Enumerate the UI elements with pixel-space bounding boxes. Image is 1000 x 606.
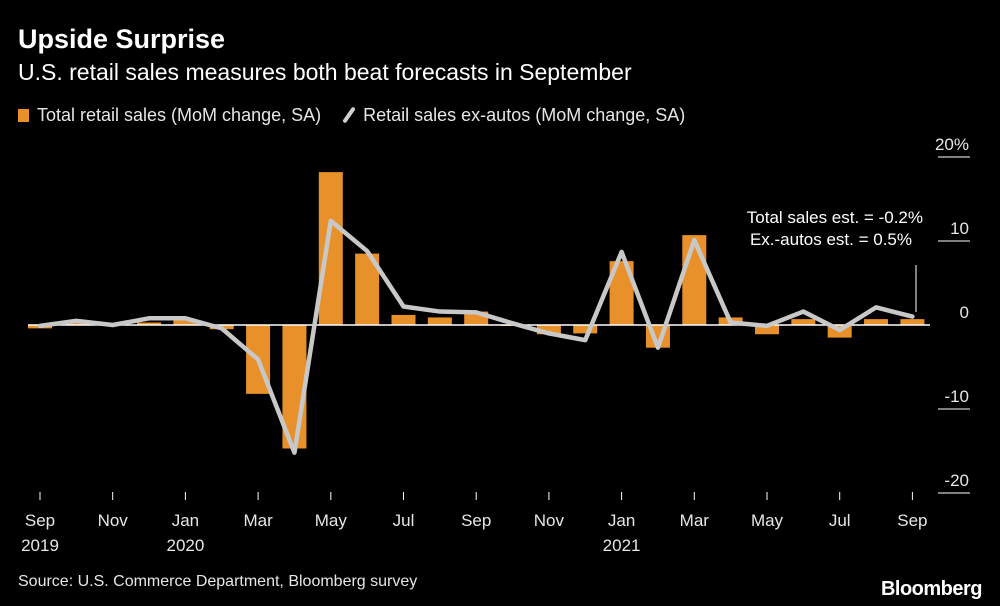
x-tick-label-2: Jan	[172, 511, 199, 530]
y-tick-label-2: 0	[960, 303, 969, 322]
y-tick-label-1: 10	[950, 219, 969, 238]
y-tick-label-0: 20%	[935, 135, 969, 154]
bar-1	[64, 322, 89, 325]
x-tick-label-12: Sep	[897, 511, 927, 530]
bar-24	[900, 319, 925, 325]
x-tick-year-0: 2019	[21, 536, 59, 555]
x-tick-label-8: Jan	[608, 511, 635, 530]
ex-autos-line	[37, 218, 915, 455]
bar-8	[318, 172, 343, 325]
legend-bar-swatch	[18, 108, 29, 122]
bar-14	[536, 325, 561, 335]
bar-4	[173, 319, 198, 325]
chart-subtitle: U.S. retail sales measures both beat for…	[18, 59, 632, 85]
annotation-ex-autos-est: Ex.-autos est. = 0.5%	[750, 230, 912, 249]
bar-21	[791, 319, 816, 325]
x-tick-label-1: Nov	[98, 511, 129, 530]
legend: Total retail sales (MoM change, SA) Reta…	[18, 104, 685, 126]
bar-23	[864, 319, 889, 325]
legend-label-ex-autos: Retail sales ex-autos (MoM change, SA)	[363, 104, 686, 125]
bar-15	[573, 325, 598, 334]
chart-title: Upside Surprise	[18, 24, 226, 54]
legend-label-total: Total retail sales (MoM change, SA)	[37, 104, 322, 125]
y-tick-label-4: -20	[944, 471, 969, 490]
x-tick-label-3: Mar	[243, 511, 273, 530]
bar-10	[391, 314, 416, 325]
x-tick-year-2: 2020	[166, 536, 204, 555]
bloomberg-logo: Bloomberg	[880, 578, 983, 600]
annotation-total-est: Total sales est. = -0.2%	[747, 208, 923, 227]
x-tick-label-10: May	[751, 511, 784, 530]
bar-3	[137, 322, 162, 325]
bar-11	[427, 317, 452, 325]
x-tick-label-5: Jul	[393, 511, 415, 530]
x-tick-label-7: Nov	[534, 511, 565, 530]
bar-20	[755, 325, 779, 335]
x-tick-label-0: Sep	[25, 511, 55, 530]
x-tick-label-11: Jul	[829, 511, 851, 530]
x-tick-label-6: Sep	[461, 511, 491, 530]
source-note: Source: U.S. Commerce Department, Bloomb…	[18, 573, 418, 590]
x-tick-year-8: 2021	[603, 536, 641, 555]
bar-18	[682, 235, 707, 325]
x-tick-label-9: Mar	[680, 511, 710, 530]
y-tick-label-3: -10	[944, 387, 969, 406]
x-tick-label-4: May	[315, 511, 348, 530]
